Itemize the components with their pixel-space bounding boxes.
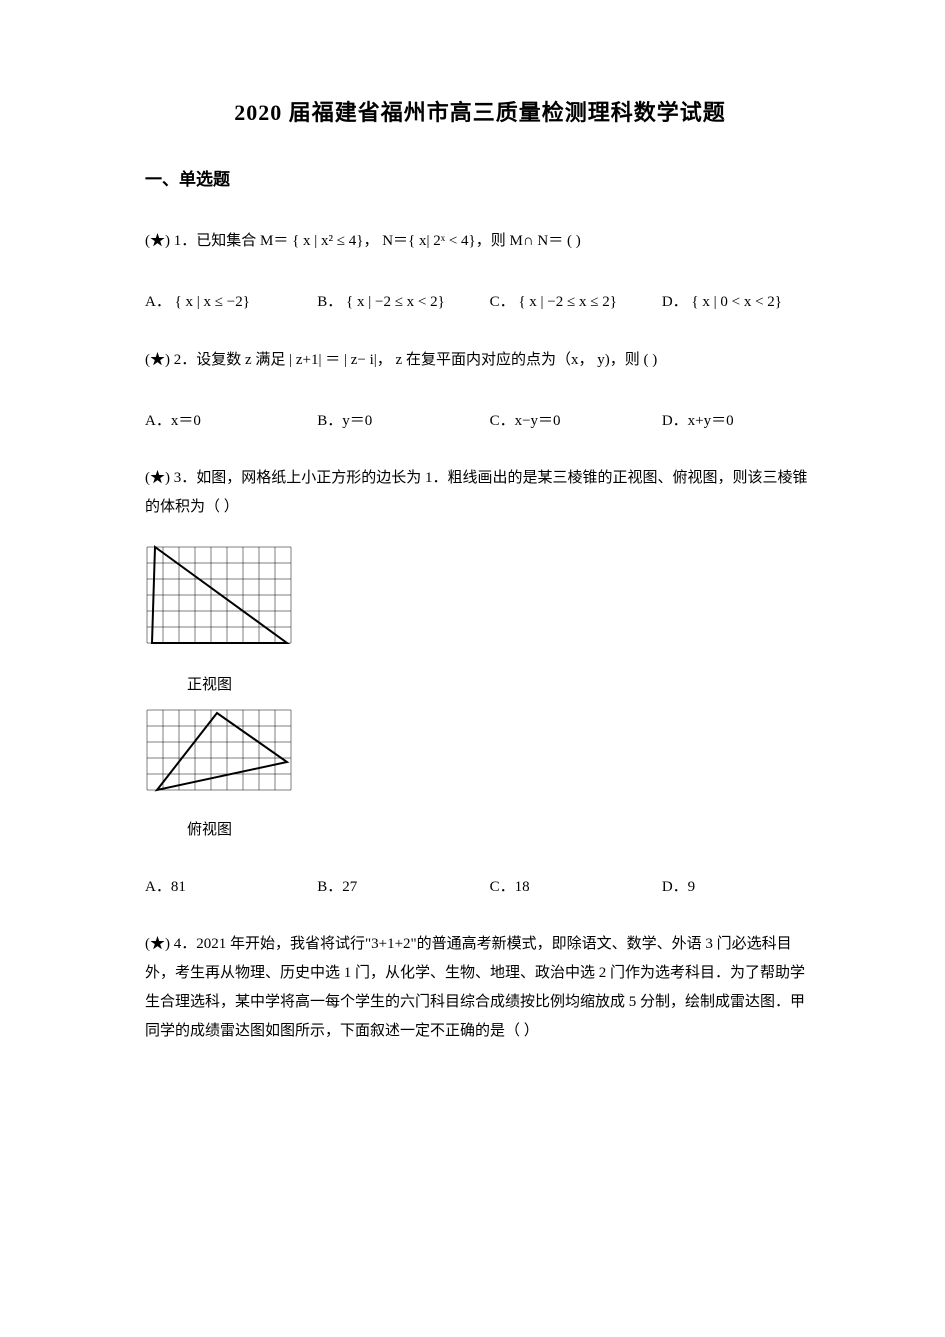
front-view-label: 正视图 (145, 673, 815, 694)
q2-option-d: D．x+y＝0 (662, 409, 815, 430)
question-3-options: A．81 B．27 C．18 D．9 (145, 875, 815, 896)
question-2-stem: (★) 2．设复数 z 满足 | z+1| ＝ | z− i|， z 在复平面内… (145, 345, 815, 375)
question-3-figure: 正视图 俯视图 (145, 537, 815, 839)
q1-option-b: B． { x | −2 ≤ x < 2} (317, 290, 489, 311)
exam-page: 2020 届福建省福州市高三质量检测理科数学试题 一、单选题 (★) 1．已知集… (0, 0, 945, 1337)
top-view-label: 俯视图 (145, 818, 815, 839)
front-view-svg (145, 537, 295, 667)
section-heading: 一、单选题 (145, 165, 815, 190)
question-1-stem: (★) 1．已知集合 M＝ { x | x² ≤ 4}， N＝{ x| 2ˣ <… (145, 226, 815, 256)
q3-option-a: A．81 (145, 875, 317, 896)
question-1-options: A． { x | x ≤ −2} B． { x | −2 ≤ x < 2} C．… (145, 290, 815, 311)
q3-option-b: B．27 (317, 875, 489, 896)
q1-option-a: A． { x | x ≤ −2} (145, 290, 317, 311)
top-view-svg (145, 702, 295, 812)
q3-option-d: D．9 (662, 875, 815, 896)
question-3-stem: (★) 3．如图，网格纸上小正方形的边长为 1．粗线画出的是某三棱锥的正视图、俯… (145, 464, 815, 523)
question-4-stem: (★) 4．2021 年开始，我省将试行"3+1+2"的普通高考新模式，即除语文… (145, 930, 815, 1047)
question-2-options: A．x＝0 B．y＝0 C．x−y＝0 D．x+y＝0 (145, 409, 815, 430)
q2-option-b: B．y＝0 (317, 409, 489, 430)
q1-option-d: D． { x | 0 < x < 2} (662, 290, 815, 311)
q3-option-c: C．18 (490, 875, 662, 896)
q2-option-a: A．x＝0 (145, 409, 317, 430)
q1-option-c: C． { x | −2 ≤ x ≤ 2} (490, 290, 662, 311)
page-title: 2020 届福建省福州市高三质量检测理科数学试题 (145, 95, 815, 127)
q2-option-c: C．x−y＝0 (490, 409, 662, 430)
